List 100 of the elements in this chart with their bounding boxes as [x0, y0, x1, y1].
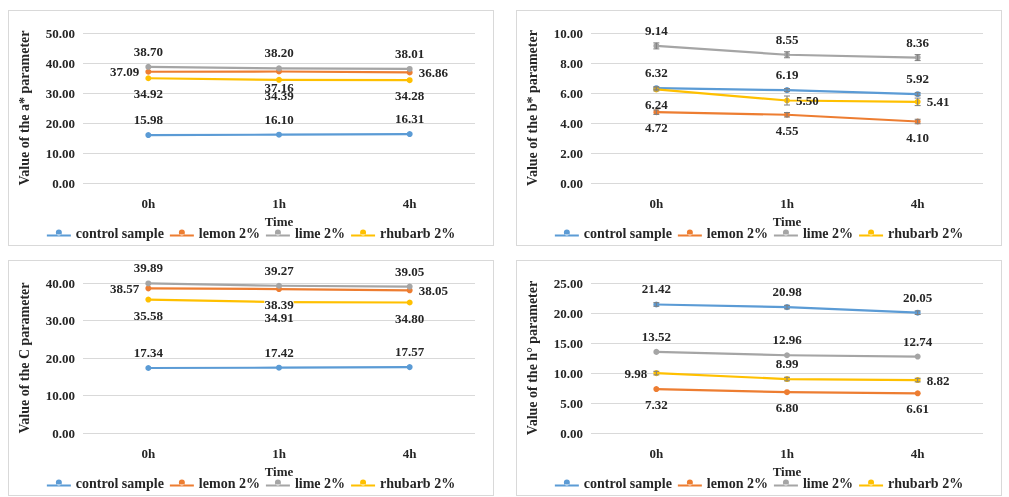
legend-label: lime 2%: [294, 475, 346, 491]
data-label: 8.99: [775, 356, 799, 372]
y-tick-label: 40.00: [45, 275, 75, 291]
y-tick-label: 40.00: [45, 55, 75, 71]
data-label: 6.24: [644, 97, 669, 113]
y-tick-label: 10.00: [553, 25, 583, 41]
data-label: 16.31: [395, 111, 425, 127]
y-tick-label: 20.00: [553, 305, 583, 321]
data-label: 37.09: [110, 64, 140, 80]
x-tick-label: 0h: [141, 196, 156, 211]
y-tick-label: 2.00: [560, 145, 583, 161]
legend-label: rhubarb 2%: [888, 475, 964, 491]
data-label: 34.91: [264, 310, 294, 326]
data-label: 34.92: [133, 86, 163, 102]
data-label: 7.32: [644, 397, 668, 413]
data-label: 38.20: [264, 45, 294, 61]
x-tick-label: 1h: [780, 196, 795, 211]
data-label: 15.98: [133, 112, 164, 128]
data-label: 20.05: [903, 289, 933, 305]
data-label: 17.57: [395, 344, 425, 360]
legend-label: lime 2%: [802, 225, 854, 241]
data-label: 6.80: [775, 400, 799, 416]
x-tick-label: 1h: [272, 196, 287, 211]
x-tick-label: 0h: [649, 446, 664, 461]
y-tick-label: 20.00: [45, 350, 75, 366]
x-tick-label: 0h: [141, 446, 156, 461]
y-tick-label: 25.00: [553, 275, 583, 291]
y-tick-label: 0.00: [560, 425, 583, 441]
y-tick-label: 4.00: [560, 115, 583, 131]
data-label: 8.36: [906, 34, 930, 50]
y-tick-label: 15.00: [553, 335, 583, 351]
data-label: 38.39: [264, 297, 295, 313]
data-label: 12.96: [772, 332, 803, 348]
x-tick-label: 4h: [402, 196, 418, 211]
data-label: 17.34: [133, 344, 164, 360]
y-tick-label: 10.00: [45, 145, 75, 161]
y-tick-label: 10.00: [45, 388, 75, 403]
data-label: 20.98: [772, 284, 803, 300]
x-axis-title: Time: [264, 213, 294, 229]
legend-label: rhubarb 2%: [380, 475, 456, 491]
data-label: 4.55: [775, 122, 799, 138]
y-tick-label: 20.00: [45, 115, 75, 131]
data-label: 36.86: [418, 64, 449, 80]
data-label: 39.05: [395, 263, 425, 279]
y-tick-label: 5.00: [560, 395, 583, 411]
data-label: 38.70: [133, 43, 163, 59]
data-label: 34.28: [395, 88, 425, 104]
data-label: 4.72: [644, 120, 668, 136]
data-label: 39.27: [264, 262, 295, 278]
data-label: 6.32: [644, 65, 668, 81]
data-label: 21.42: [641, 281, 671, 297]
data-label: 39.89: [133, 260, 164, 276]
y-axis-title: Value of the a* parameter: [16, 30, 32, 186]
legend-label: lime 2%: [802, 475, 854, 491]
data-label: 12.74: [903, 333, 933, 349]
y-tick-label: 30.00: [45, 85, 75, 101]
legend-label: rhubarb 2%: [888, 225, 964, 241]
y-tick-label: 0.00: [52, 425, 75, 441]
data-label: 38.57: [110, 280, 140, 296]
data-label: 38.01: [395, 45, 425, 61]
x-tick-label: 1h: [272, 446, 287, 461]
x-axis-title: Time: [264, 463, 294, 479]
y-tick-label: 10.00: [553, 365, 583, 381]
x-tick-label: 4h: [402, 446, 418, 461]
data-label: 13.52: [641, 328, 671, 344]
x-axis-title: Time: [772, 213, 802, 229]
data-label: 17.42: [264, 344, 294, 360]
x-tick-label: 4h: [910, 196, 926, 211]
y-tick-label: 8.00: [560, 55, 583, 71]
data-label: 6.61: [906, 401, 930, 417]
data-label: 5.92: [906, 71, 930, 87]
x-axis-title: Time: [772, 463, 802, 479]
data-label: 16.10: [264, 111, 294, 127]
data-label: 8.55: [775, 31, 799, 47]
legend-label: lemon 2%: [198, 225, 260, 241]
legend-label: lemon 2%: [198, 475, 260, 491]
data-label: 9.98: [624, 365, 648, 381]
y-tick-label: 6.00: [560, 85, 583, 101]
y-tick-label: 50.00: [45, 25, 75, 41]
y-tick-label: 0.00: [52, 175, 75, 191]
legend-label: control sample: [583, 475, 672, 491]
data-label: 4.10: [906, 129, 930, 145]
x-tick-label: 4h: [910, 446, 926, 461]
data-label: 34.80: [395, 310, 425, 326]
legend-label: rhubarb 2%: [380, 225, 456, 241]
legend-label: control sample: [583, 225, 672, 241]
legend-label: lemon 2%: [706, 475, 768, 491]
y-axis-title: Value of the C parameter: [16, 282, 32, 434]
legend-label: control sample: [75, 225, 164, 241]
y-axis-title: Value of the b* parameter: [524, 30, 540, 186]
data-label: 6.19: [775, 67, 799, 83]
data-label: 8.82: [926, 372, 950, 388]
y-tick-label: 0.00: [560, 175, 583, 191]
legend-label: lime 2%: [294, 225, 346, 241]
y-tick-label: 30.00: [45, 313, 75, 328]
x-tick-label: 0h: [649, 196, 664, 211]
legend-label: lemon 2%: [706, 225, 768, 241]
y-axis-title: Value of the h° parameter: [524, 280, 540, 436]
legend-label: control sample: [75, 475, 164, 491]
data-label: 9.14: [644, 22, 669, 38]
